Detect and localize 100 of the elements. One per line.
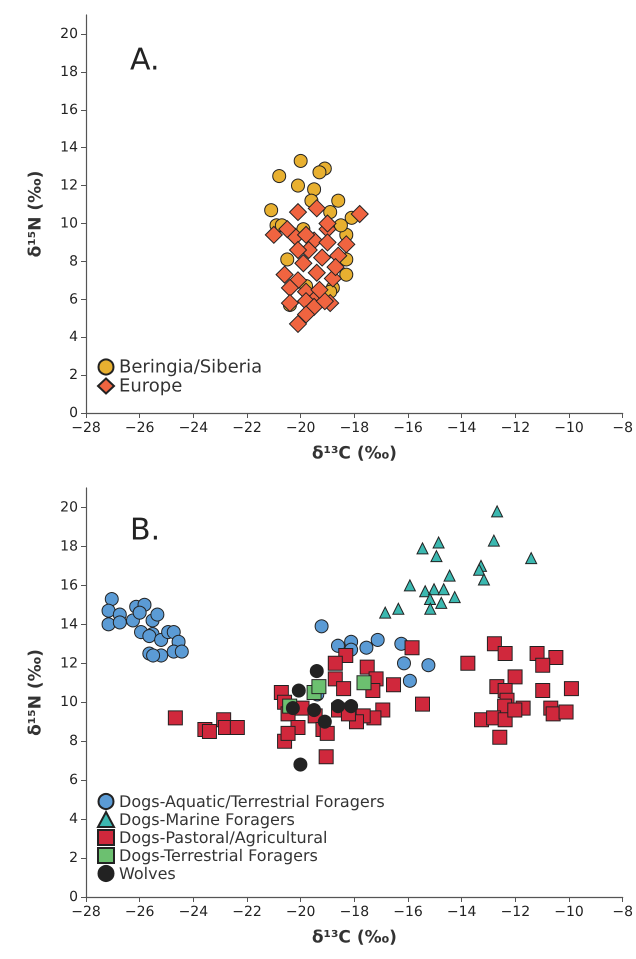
y-tick-label: 18 (60, 64, 78, 80)
point (272, 169, 286, 184)
legend-label: Dogs-Aquatic/Terrestrial Foragers (119, 792, 385, 811)
point (308, 199, 326, 218)
point (294, 154, 308, 168)
point (264, 203, 278, 218)
x-tick-label: −20 (286, 420, 316, 436)
point (416, 542, 428, 554)
point (146, 648, 160, 662)
x-tick-label: −28 (71, 420, 101, 436)
x-tick-label: −18 (340, 904, 370, 920)
x-tick-label: −12 (500, 904, 530, 920)
legend-label: Dogs-Pastoral/Agricultural (119, 828, 328, 847)
point (174, 644, 189, 659)
point (294, 254, 312, 272)
point (424, 593, 436, 606)
y-tick-label: 10 (60, 694, 78, 710)
point (488, 534, 500, 547)
x-tick-label: −26 (124, 420, 155, 436)
point (293, 758, 308, 772)
x-tick-label: −10 (554, 904, 584, 920)
point (438, 583, 450, 596)
point (288, 203, 307, 222)
point (428, 583, 440, 596)
point (402, 674, 417, 688)
x-tick-label: −22 (232, 420, 262, 436)
x-tick-label: −16 (393, 904, 423, 920)
x-tick-label: −20 (286, 904, 316, 920)
legend-label: Dogs-Marine Foragers (119, 810, 295, 829)
point (168, 710, 183, 726)
y-tick-label: 18 (60, 538, 78, 554)
y-tick-label: 20 (60, 26, 78, 42)
point (435, 596, 448, 609)
point (507, 702, 522, 718)
y-tick-label: 12 (60, 655, 78, 672)
y-tick-label: 4 (69, 811, 78, 828)
point (448, 591, 461, 604)
point (316, 292, 334, 310)
point (473, 564, 486, 576)
text: A. (130, 42, 160, 78)
point (430, 550, 442, 562)
point (491, 505, 504, 518)
point (280, 726, 296, 741)
x-tick-label: −8 (612, 904, 633, 920)
point (288, 241, 307, 260)
point (276, 266, 294, 284)
y-tick-label: 0 (69, 405, 78, 421)
y-tick-label: 14 (60, 616, 78, 632)
point (230, 720, 245, 736)
point (359, 640, 374, 655)
y-tick-label: 8 (69, 733, 78, 750)
point (548, 650, 564, 665)
point (297, 305, 316, 324)
point (150, 608, 164, 622)
legend-label: Wolves (119, 864, 176, 883)
point (308, 264, 326, 282)
point (334, 218, 348, 232)
point (202, 724, 217, 739)
point (311, 679, 326, 694)
point (320, 726, 335, 741)
x-tick-label: −14 (446, 904, 477, 920)
point (492, 730, 508, 745)
point (264, 226, 283, 244)
legend-label: Beringia/Siberia (119, 356, 262, 378)
x-axis-title: δ¹³C (‰) (312, 928, 397, 948)
point (318, 714, 332, 729)
point (318, 233, 337, 252)
x-tick-label: −18 (340, 420, 370, 436)
point (278, 220, 296, 238)
point (525, 552, 538, 564)
x-tick-label: −24 (178, 904, 208, 920)
y-tick-label: 10 (60, 215, 78, 232)
point (288, 314, 307, 333)
legend-label: Dogs-Terrestrial Foragers (119, 846, 318, 865)
point (478, 574, 490, 586)
point (337, 235, 356, 254)
point (326, 258, 345, 276)
point (370, 632, 385, 647)
point (460, 656, 476, 671)
point (104, 592, 119, 606)
x-tick-label: −14 (446, 420, 477, 436)
point (310, 280, 328, 299)
y-tick-label: 8 (69, 253, 78, 270)
y-tick-label: 4 (69, 329, 78, 346)
point (415, 696, 430, 712)
point (379, 606, 392, 619)
point (313, 248, 332, 267)
point (314, 619, 329, 634)
point (297, 226, 316, 244)
x-tick-label: −10 (554, 420, 584, 436)
point (350, 205, 369, 223)
point (112, 615, 127, 630)
y-tick-label: 6 (69, 772, 78, 788)
point (142, 629, 156, 644)
y-tick-label: 2 (69, 850, 78, 866)
x-tick-label: −8 (612, 420, 633, 436)
point (360, 660, 375, 675)
point (356, 675, 372, 690)
x-axis-title: δ¹³C (‰) (312, 444, 397, 464)
point (307, 703, 322, 718)
